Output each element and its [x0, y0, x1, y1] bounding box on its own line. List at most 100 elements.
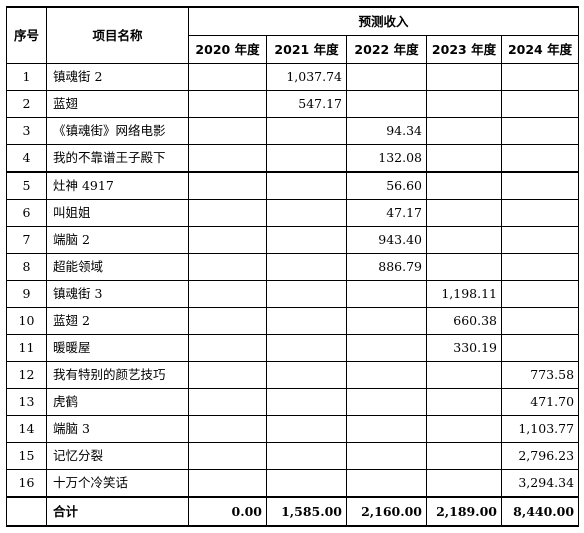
row-value-2021: [266, 199, 347, 227]
row-value-2022: [346, 388, 427, 416]
row-project-name: 虎鹤: [46, 388, 189, 416]
row-value-2024: [500, 144, 580, 173]
row-value-2023: [426, 117, 502, 145]
row-value-2022: 886.79: [346, 253, 427, 281]
table-row: 1 镇魂街 2 1,037.74: [6, 63, 580, 91]
table-row: 7 端脑 2 943.40: [6, 226, 580, 254]
row-index: 8: [6, 253, 47, 281]
row-value-2021: 547.17: [266, 90, 347, 118]
row-value-2022: [346, 442, 427, 470]
row-index: 6: [6, 199, 47, 227]
row-value-2020: [188, 415, 267, 443]
row-index: 1: [6, 63, 47, 91]
row-value-2020: [188, 307, 267, 335]
row-value-2022: [346, 361, 427, 389]
row-value-2023: [426, 199, 502, 227]
row-value-2020: [188, 253, 267, 281]
row-value-2024: [500, 307, 580, 335]
total-label: 合计: [46, 496, 189, 527]
table-row: 8 超能领域 886.79: [6, 253, 580, 281]
table-body: 1 镇魂街 2 1,037.74 2 蓝翅 547.17 3 《镇魂街》网络电影 94.34 4 我…: [6, 63, 580, 498]
header-year-2021: 2021 年度: [266, 35, 347, 64]
total-index-cell: [6, 496, 47, 527]
row-value-2020: [188, 117, 267, 145]
header-year-2024: 2024 年度: [500, 35, 580, 64]
row-value-2024: 2,796.23: [500, 442, 580, 470]
row-value-2023: 330.19: [426, 334, 502, 362]
row-value-2020: [188, 361, 267, 389]
row-index: 11: [6, 334, 47, 362]
header-year-2020: 2020 年度: [188, 35, 267, 64]
row-value-2022: 943.40: [346, 226, 427, 254]
row-index: 10: [6, 307, 47, 335]
row-value-2024: [500, 117, 580, 145]
row-value-2022: [346, 63, 427, 91]
row-value-2024: 773.58: [500, 361, 580, 389]
table-row: 4 我的不靠谱王子殿下 132.08: [6, 144, 580, 173]
row-value-2024: 3,294.34: [500, 469, 580, 498]
row-value-2021: [266, 388, 347, 416]
row-value-2020: [188, 144, 267, 173]
row-value-2022: 94.34: [346, 117, 427, 145]
header-index: 序号: [6, 6, 47, 64]
row-project-name: 蓝翅: [46, 90, 189, 118]
total-2020: 0.00: [188, 496, 267, 527]
row-value-2023: [426, 144, 502, 173]
row-value-2022: 47.17: [346, 199, 427, 227]
header-forecast-revenue: 预测收入: [187, 6, 580, 36]
table-row: 14 端脑 3 1,103.77: [6, 415, 580, 443]
row-value-2024: [500, 226, 580, 254]
row-value-2024: [500, 90, 580, 118]
row-index: 14: [6, 415, 47, 443]
row-value-2023: [426, 226, 502, 254]
row-value-2020: [188, 388, 267, 416]
row-project-name: 十万个冷笑话: [46, 469, 189, 498]
header-project-name: 项目名称: [46, 6, 189, 64]
row-value-2020: [188, 469, 267, 498]
row-value-2023: 1,198.11: [426, 280, 502, 308]
row-project-name: 我有特别的颜艺技巧: [46, 361, 189, 389]
row-value-2024: [500, 171, 580, 200]
row-value-2024: [500, 63, 580, 91]
row-value-2023: [426, 415, 502, 443]
table-row: 11 暖暖屋 330.19: [6, 334, 580, 362]
total-row: 合计 0.00 1,585.00 2,160.00 2,189.00 8,440…: [6, 496, 580, 527]
row-project-name: 超能领域: [46, 253, 189, 281]
row-project-name: 记忆分裂: [46, 442, 189, 470]
table-row: 10 蓝翅 2 660.38: [6, 307, 580, 335]
row-value-2023: [426, 171, 502, 200]
row-value-2021: [266, 334, 347, 362]
row-project-name: 暖暖屋: [46, 334, 189, 362]
row-value-2021: [266, 415, 347, 443]
row-project-name: 端脑 3: [46, 415, 189, 443]
row-value-2023: [426, 253, 502, 281]
header-year-2023: 2023 年度: [426, 35, 502, 64]
revenue-forecast-table-container: 序号 项目名称 预测收入 2020 年度 2021 年度 2022 年度 202…: [6, 6, 580, 527]
total-2024: 8,440.00: [500, 496, 580, 527]
row-value-2020: [188, 280, 267, 308]
row-index: 9: [6, 280, 47, 308]
table-row: 2 蓝翅 547.17: [6, 90, 580, 118]
row-value-2020: [188, 226, 267, 254]
row-project-name: 蓝翅 2: [46, 307, 189, 335]
total-2023: 2,189.00: [426, 496, 502, 527]
row-value-2022: [346, 307, 427, 335]
row-value-2021: 1,037.74: [266, 63, 347, 91]
row-index: 2: [6, 90, 47, 118]
row-value-2023: [426, 388, 502, 416]
row-value-2021: [266, 144, 347, 173]
row-value-2021: [266, 307, 347, 335]
row-value-2021: [266, 253, 347, 281]
row-value-2022: [346, 469, 427, 498]
row-project-name: 镇魂街 2: [46, 63, 189, 91]
row-value-2024: [500, 199, 580, 227]
header-year-2022: 2022 年度: [346, 35, 427, 64]
row-project-name: 《镇魂街》网络电影: [46, 117, 189, 145]
row-value-2020: [188, 199, 267, 227]
row-value-2021: [266, 171, 347, 200]
row-value-2020: [188, 442, 267, 470]
table-row: 9 镇魂街 3 1,198.11: [6, 280, 580, 308]
row-project-name: 端脑 2: [46, 226, 189, 254]
row-index: 12: [6, 361, 47, 389]
row-value-2023: 660.38: [426, 307, 502, 335]
